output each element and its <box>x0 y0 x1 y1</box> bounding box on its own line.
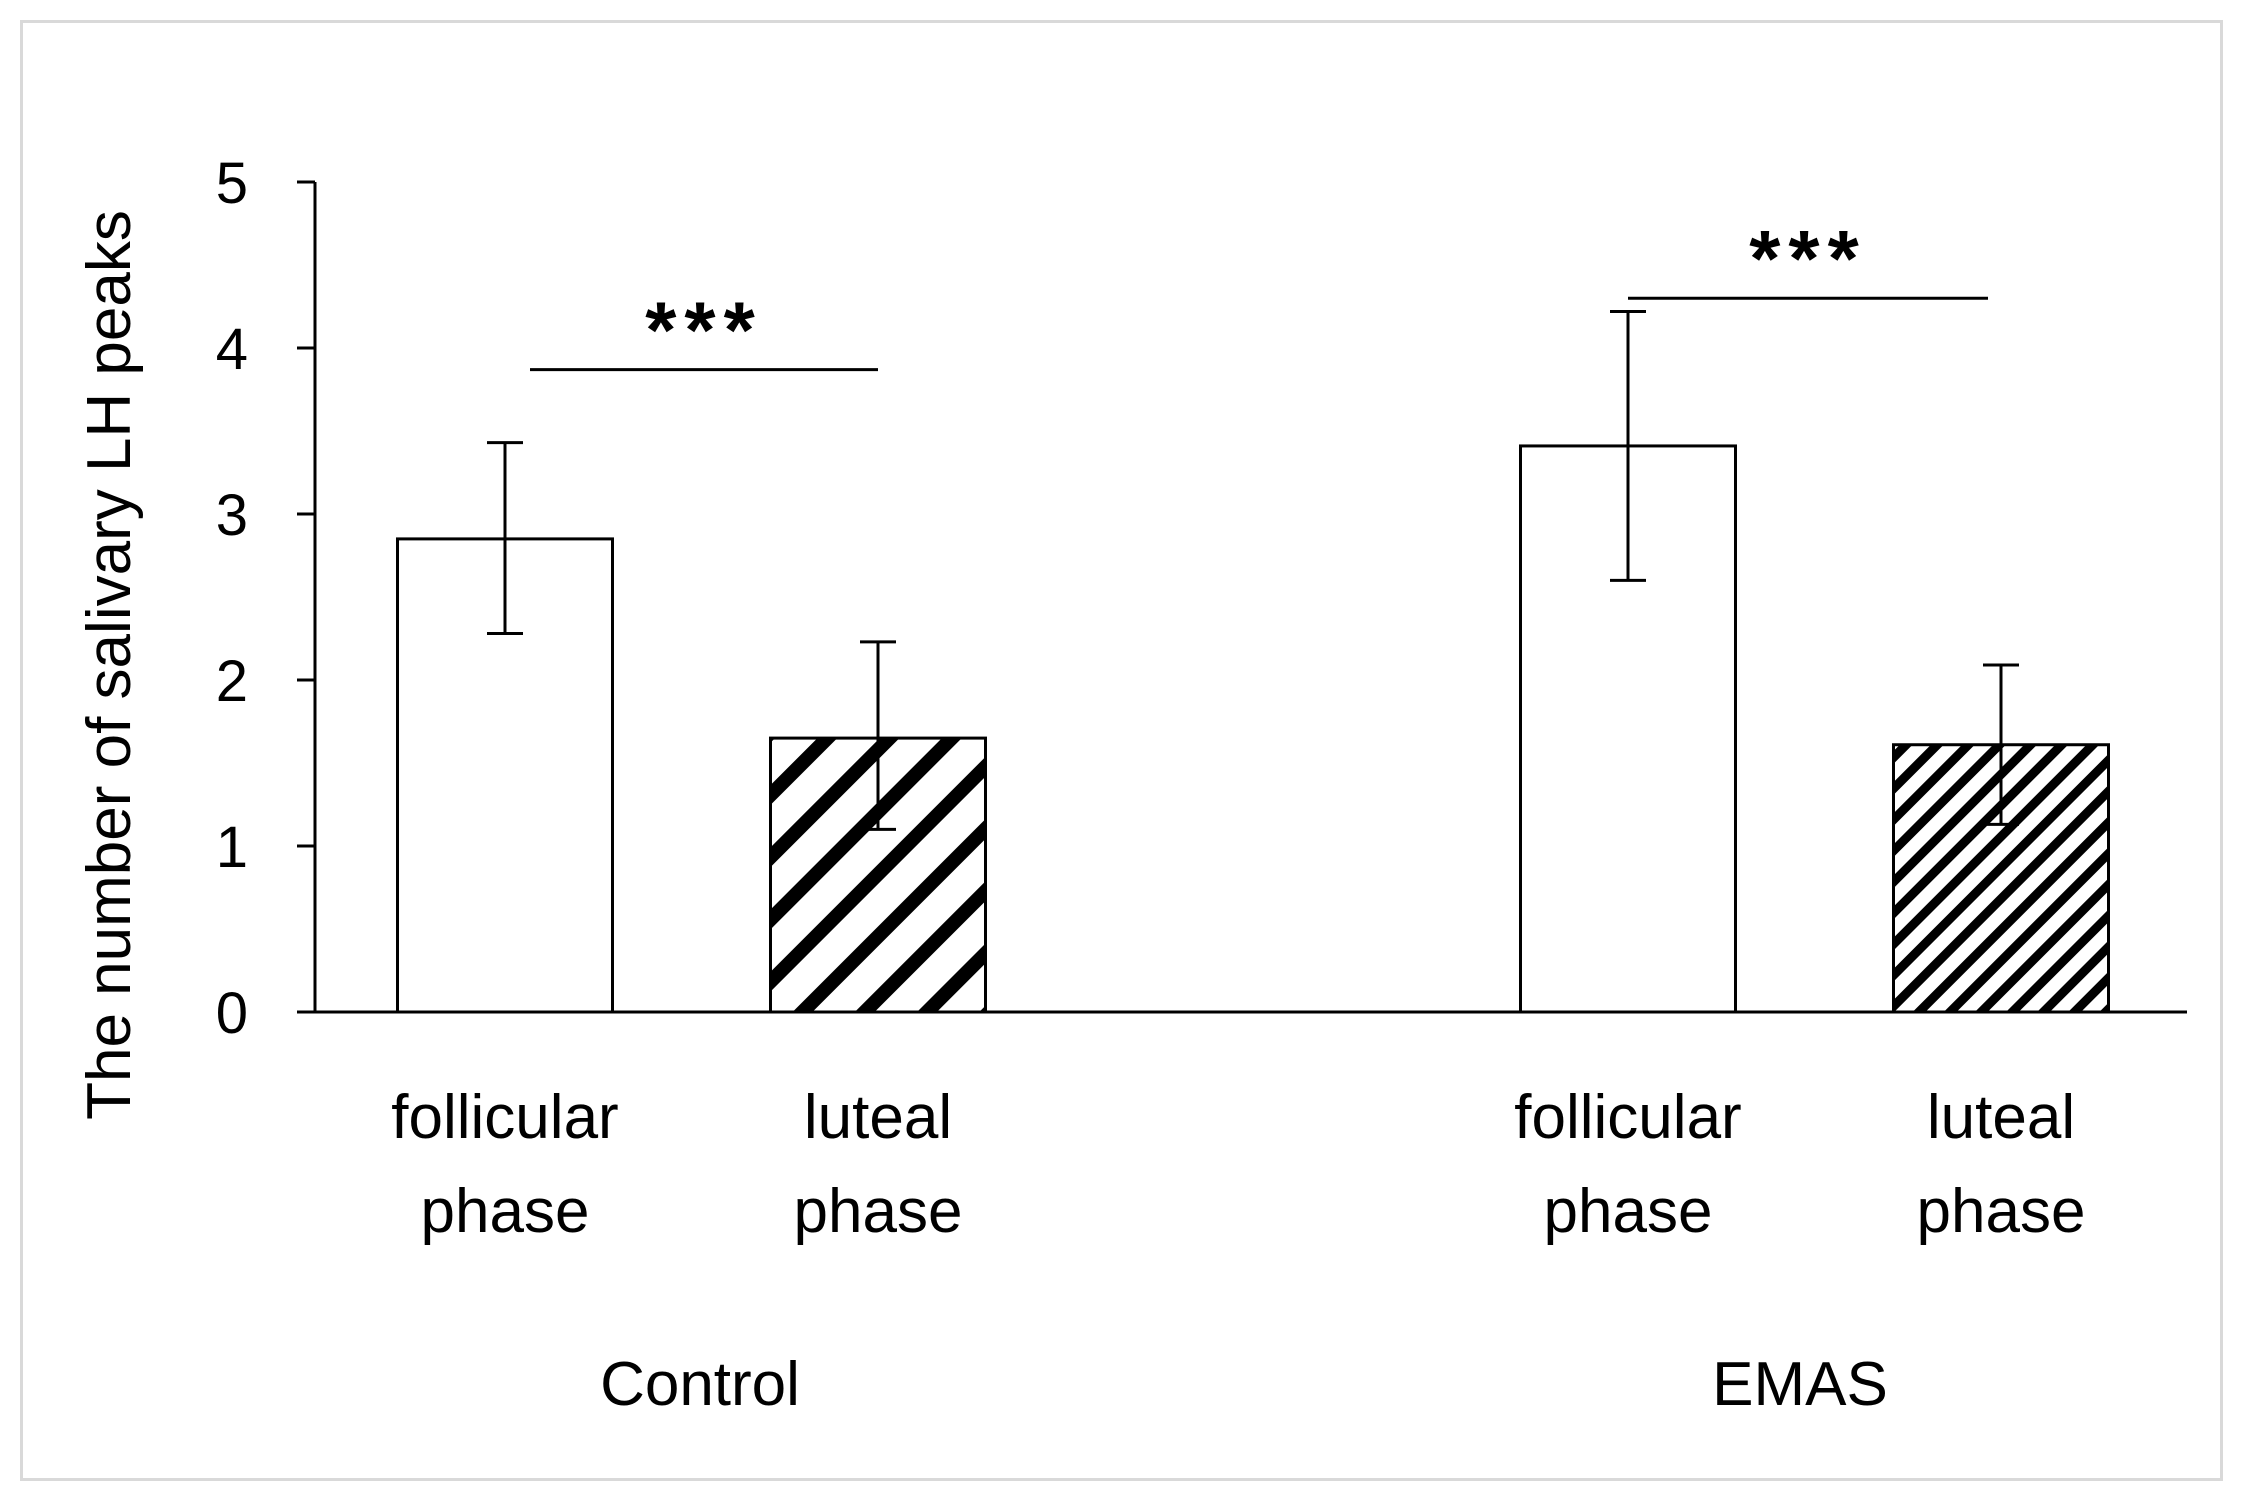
y-ticks: 0 1 2 3 4 5 <box>216 151 315 1046</box>
group-label-emas: EMAS <box>1712 1350 1888 1419</box>
bars <box>396 444 2110 1014</box>
y-axis-title: The number of salivary LH peaks <box>75 210 144 1120</box>
category-label-line1: luteal <box>804 1083 952 1152</box>
category-label-line2: phase <box>794 1177 963 1246</box>
y-tick-label: 2 <box>216 649 248 714</box>
chart-frame <box>20 20 2223 1481</box>
group-label-control: Control <box>600 1350 800 1419</box>
significance-markers: *** *** <box>530 214 1988 375</box>
category-label-line2: phase <box>421 1177 590 1246</box>
bar-emas-follicular <box>1519 444 1737 1014</box>
category-labels: follicular phase luteal phase Control follicu… <box>391 1083 2085 1419</box>
category-label-line1: luteal <box>1927 1083 2075 1152</box>
category-label-line2: phase <box>1544 1177 1713 1246</box>
y-tick-label: 4 <box>216 317 248 382</box>
category-label-line1: follicular <box>391 1083 618 1152</box>
y-tick-label: 1 <box>216 815 248 880</box>
category-label-line1: follicular <box>1514 1083 1741 1152</box>
y-tick-label: 5 <box>216 151 248 216</box>
significance-label: *** <box>1749 214 1866 303</box>
y-tick-label: 3 <box>216 483 248 548</box>
error-bars <box>487 309 2019 831</box>
significance-label: *** <box>645 286 762 375</box>
category-label-line2: phase <box>1917 1177 2086 1246</box>
y-tick-label: 0 <box>216 981 248 1046</box>
